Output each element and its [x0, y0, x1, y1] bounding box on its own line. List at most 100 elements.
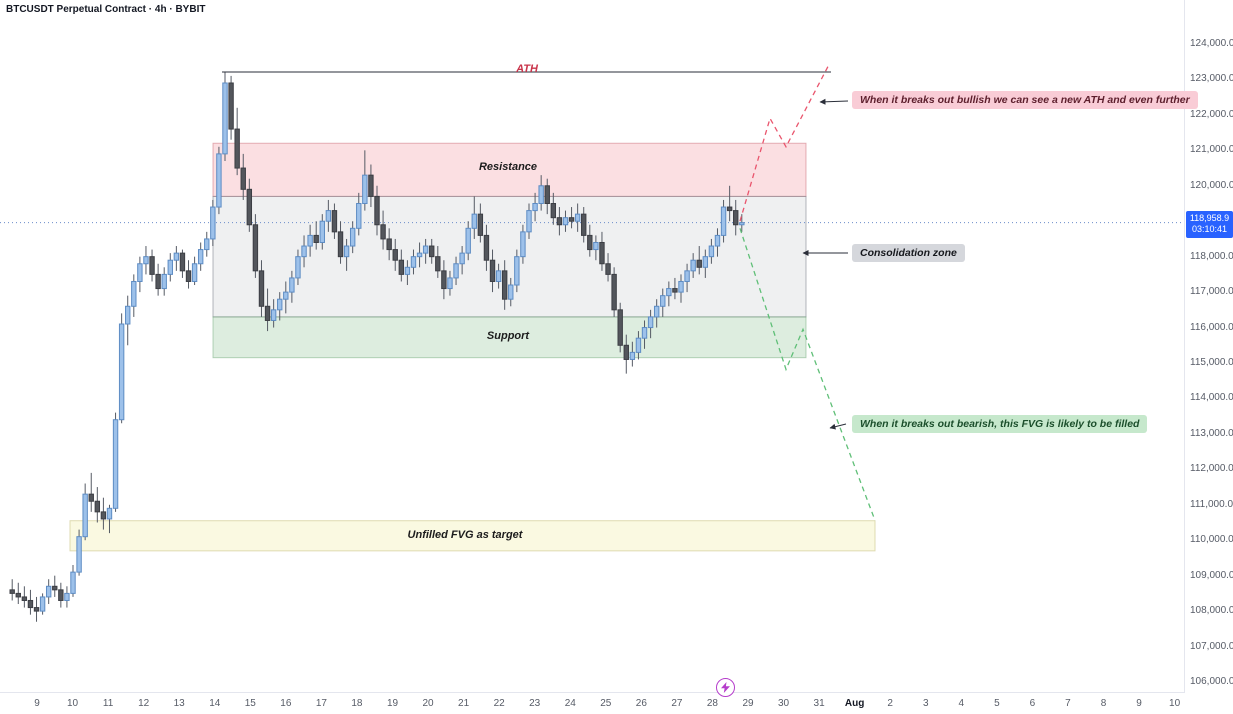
price-axis-label: 120,000.0: [1190, 179, 1233, 191]
candle-down: [477, 213, 484, 236]
support-label[interactable]: Support: [486, 330, 530, 342]
time-axis-label: 27: [671, 698, 683, 709]
candle-down: [368, 174, 374, 197]
candle-down: [27, 599, 34, 609]
time-axis-label: 10: [66, 698, 79, 709]
candle-up: [197, 249, 204, 265]
candle-up: [64, 592, 70, 601]
lightning-icon[interactable]: [716, 678, 735, 697]
candle-down: [617, 309, 623, 346]
candle-down: [313, 234, 319, 243]
candle-down: [623, 344, 629, 360]
candle-down: [264, 305, 271, 321]
time-axis-label: 25: [600, 698, 612, 709]
time-axis-label: 24: [564, 698, 576, 709]
candle-down: [252, 224, 259, 272]
candle-up: [289, 277, 295, 293]
candle-down: [331, 210, 338, 233]
time-axis-label: 12: [138, 698, 150, 709]
candle-up: [277, 298, 283, 311]
resistance-label[interactable]: Resistance: [478, 161, 538, 173]
candle-up: [343, 245, 350, 258]
price-axis-label: 107,000.0: [1190, 640, 1233, 652]
candle-up: [362, 174, 368, 204]
price-chart[interactable]: [0, 0, 1185, 692]
candle-up: [422, 245, 429, 254]
time-axis-label: 4: [958, 698, 965, 709]
fvg-label[interactable]: Unfilled FVG as target: [407, 529, 523, 541]
candle-down: [489, 259, 496, 282]
resistance-zone[interactable]: [212, 142, 807, 197]
candle-down: [33, 607, 40, 612]
candle-up: [653, 305, 660, 318]
price-axis-label: 110,000.0: [1190, 534, 1233, 546]
candle-down: [337, 231, 344, 258]
symbol-title: BTCUSDT Perpetual Contract · 4h · BYBIT: [6, 4, 206, 15]
candle-up: [167, 259, 173, 275]
candle-up: [39, 596, 46, 612]
candle-down: [380, 224, 386, 240]
candle-down: [544, 185, 550, 204]
candle-down: [398, 259, 405, 275]
price-axis-label: 111,000.0: [1190, 498, 1233, 510]
candle-up: [678, 280, 684, 293]
time-axis-label: 31: [813, 698, 825, 709]
breakout-bearish-note[interactable]: When it breaks out bearish, this FVG is …: [852, 415, 1148, 433]
candle-down: [100, 511, 107, 520]
time-axis-label: 9: [1136, 698, 1142, 709]
time-axis-label: 17: [315, 698, 327, 709]
candle-down: [21, 596, 28, 601]
price-axis-label: 124,000.0: [1190, 38, 1233, 49]
support-zone[interactable]: [212, 316, 807, 359]
time-axis-label: 14: [209, 698, 221, 709]
candle-up: [404, 266, 411, 275]
candle-up: [143, 256, 149, 265]
time-axis[interactable]: 9 10 11 12 13 14 15 16 17 18 19 20 21 22 23 24 25 26 27 28 2…: [0, 692, 1185, 714]
candle-up: [465, 227, 471, 254]
candle-up: [137, 263, 143, 282]
candle-down: [581, 213, 587, 236]
candle-up: [526, 210, 532, 233]
time-axis-label: 5: [994, 698, 1000, 709]
candle-up: [301, 245, 307, 258]
price-axis-label: 118,000.0: [1190, 250, 1233, 262]
time-axis-label: 10: [1169, 698, 1181, 709]
candle-up: [739, 222, 745, 226]
price-axis-label: 112,000.0: [1190, 463, 1233, 475]
candle-up: [106, 507, 113, 520]
candle-down: [568, 217, 575, 222]
candle-down: [179, 252, 186, 272]
candle-up: [532, 203, 538, 212]
current-price-badge: 118,958.9 03:10:41: [1186, 210, 1233, 239]
candle-up: [349, 227, 356, 247]
candle-up: [173, 252, 180, 261]
price-axis-label: 108,000.0: [1190, 605, 1233, 617]
time-axis-label: 26: [635, 698, 647, 709]
candle-down: [240, 167, 246, 190]
candle-up: [161, 273, 167, 290]
candle-down: [501, 270, 508, 300]
price-axis-label: 106,000.0: [1190, 676, 1233, 687]
candle-up: [416, 252, 423, 258]
candle-up: [538, 185, 544, 204]
candle-up: [514, 256, 520, 286]
fvg-zone[interactable]: [69, 520, 876, 552]
bearish-projection[interactable]: [739, 228, 876, 521]
time-axis-label: 6: [1029, 698, 1036, 709]
candle-down: [599, 241, 605, 265]
ath-label[interactable]: ATH: [516, 63, 538, 75]
candle-up: [307, 234, 313, 247]
candle-down: [258, 270, 265, 307]
time-axis-label: 19: [386, 698, 399, 709]
time-axis-label: 30: [777, 698, 790, 709]
price-axis-label: 117,000.0: [1190, 286, 1233, 298]
lightning-glyph: [721, 682, 730, 693]
candle-up: [495, 270, 502, 282]
candle-down: [94, 500, 101, 513]
candle-down: [696, 259, 702, 268]
consolidation-zone-note[interactable]: Consolidation zone: [852, 244, 965, 262]
candle-up: [131, 280, 137, 307]
breakout-bullish-note[interactable]: When it breaks out bullish we can see a …: [852, 91, 1198, 109]
time-axis-label: 8: [1100, 698, 1107, 709]
